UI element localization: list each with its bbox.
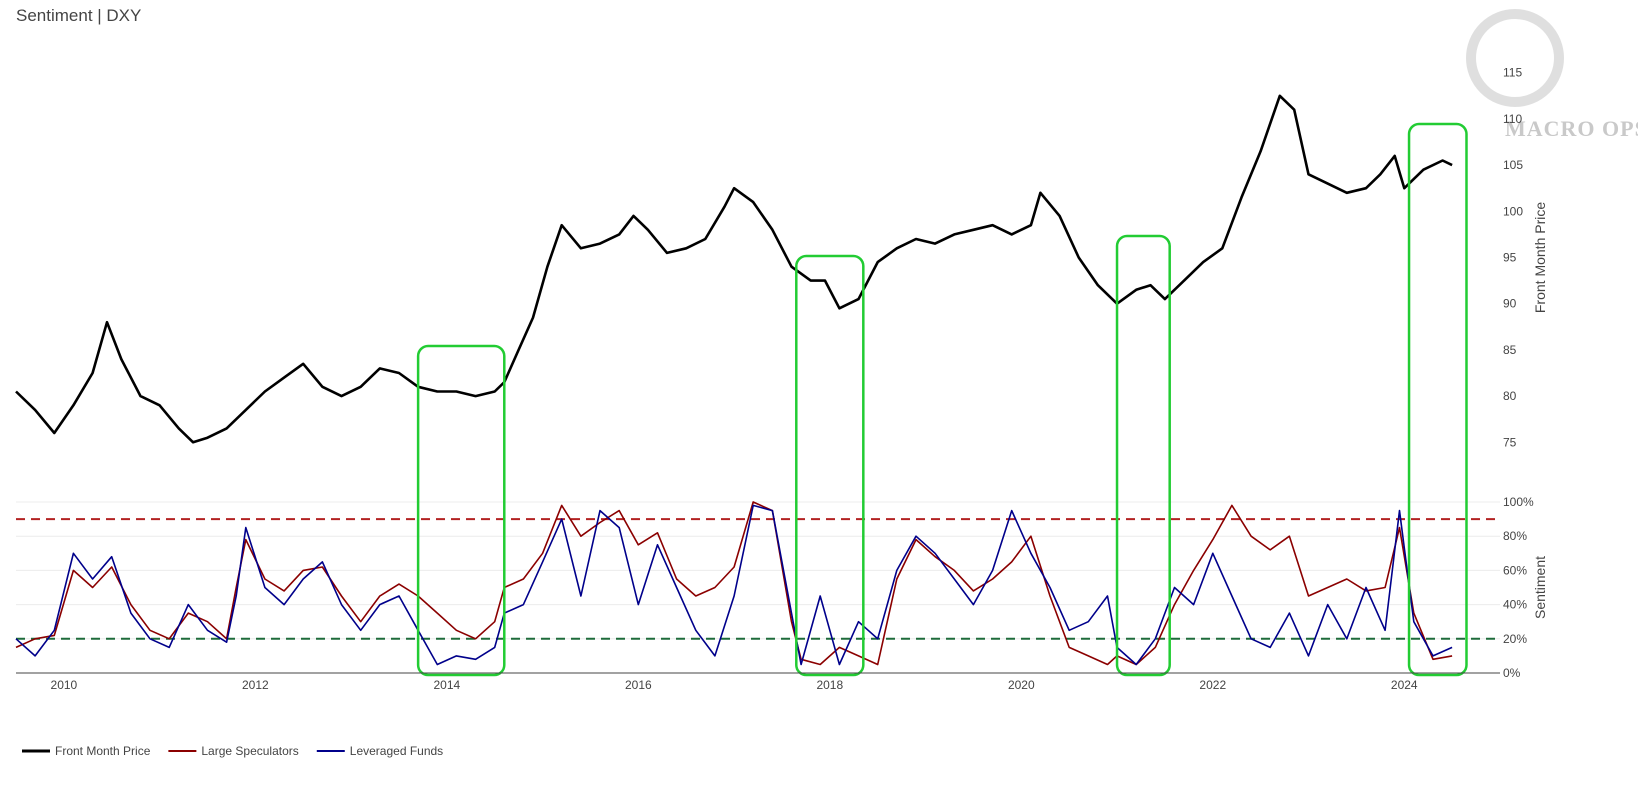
x-tick-label: 2012: [242, 678, 269, 692]
price-axis-title: Front Month Price: [1532, 202, 1548, 313]
x-tick-label: 2022: [1199, 678, 1226, 692]
price-tick-label: 95: [1503, 251, 1517, 265]
x-tick-label: 2014: [433, 678, 460, 692]
axes: 0% 20% 40% 60% 80% 100% 75 80 85 90 95 100 105 110 115…: [16, 66, 1548, 692]
highlight-box: [1407, 122, 1468, 677]
sentiment-tick-label: 40%: [1503, 598, 1527, 612]
sentiment-tick-label: 80%: [1503, 529, 1527, 543]
x-tick-label: 2020: [1008, 678, 1035, 692]
sentiment-tick-label: 0%: [1503, 666, 1521, 680]
highlight-box: [1115, 234, 1171, 677]
sentiment-tick-label: 60%: [1503, 563, 1527, 577]
grid-lines: [16, 501, 1500, 674]
series-line-large-speculators: [15, 501, 1453, 666]
x-tick-label: 2018: [816, 678, 843, 692]
highlight-boxes: [416, 122, 1468, 677]
legend-label-price: Front Month Price: [55, 744, 151, 758]
highlight-box: [795, 254, 865, 677]
price-tick-label: 80: [1503, 389, 1517, 403]
series-line-price: [15, 94, 1453, 444]
highlight-box: [416, 344, 506, 677]
legend-label-large-speculators: Large Speculators: [201, 744, 298, 758]
legend: Front Month Price Large Speculators Levera…: [22, 744, 443, 758]
price-tick-label: 75: [1503, 435, 1517, 449]
price-tick-label: 115: [1503, 66, 1522, 80]
logo-circle-icon: [1466, 9, 1564, 107]
price-tick-label: 110: [1503, 112, 1522, 126]
price-tick-label: 85: [1503, 343, 1517, 357]
x-tick-label: 2016: [625, 678, 652, 692]
price-tick-label: 100: [1503, 204, 1523, 218]
sentiment-tick-label: 100%: [1503, 495, 1534, 509]
price-tick-label: 90: [1503, 297, 1517, 311]
x-tick-label: 2010: [51, 678, 78, 692]
legend-label-leveraged-funds: Leveraged Funds: [350, 744, 443, 758]
logo-watermark: MACRO OPS: [1466, 9, 1638, 141]
logo-text: MACRO OPS: [1505, 116, 1638, 141]
x-tick-label: 2024: [1391, 678, 1418, 692]
sentiment-tick-label: 20%: [1503, 632, 1527, 646]
price-tick-label: 105: [1503, 158, 1523, 172]
sentiment-axis-title: Sentiment: [1532, 556, 1548, 619]
series-lines: [15, 94, 1453, 666]
chart-title: Sentiment | DXY: [16, 6, 141, 25]
series-line-leveraged-funds: [15, 504, 1453, 666]
